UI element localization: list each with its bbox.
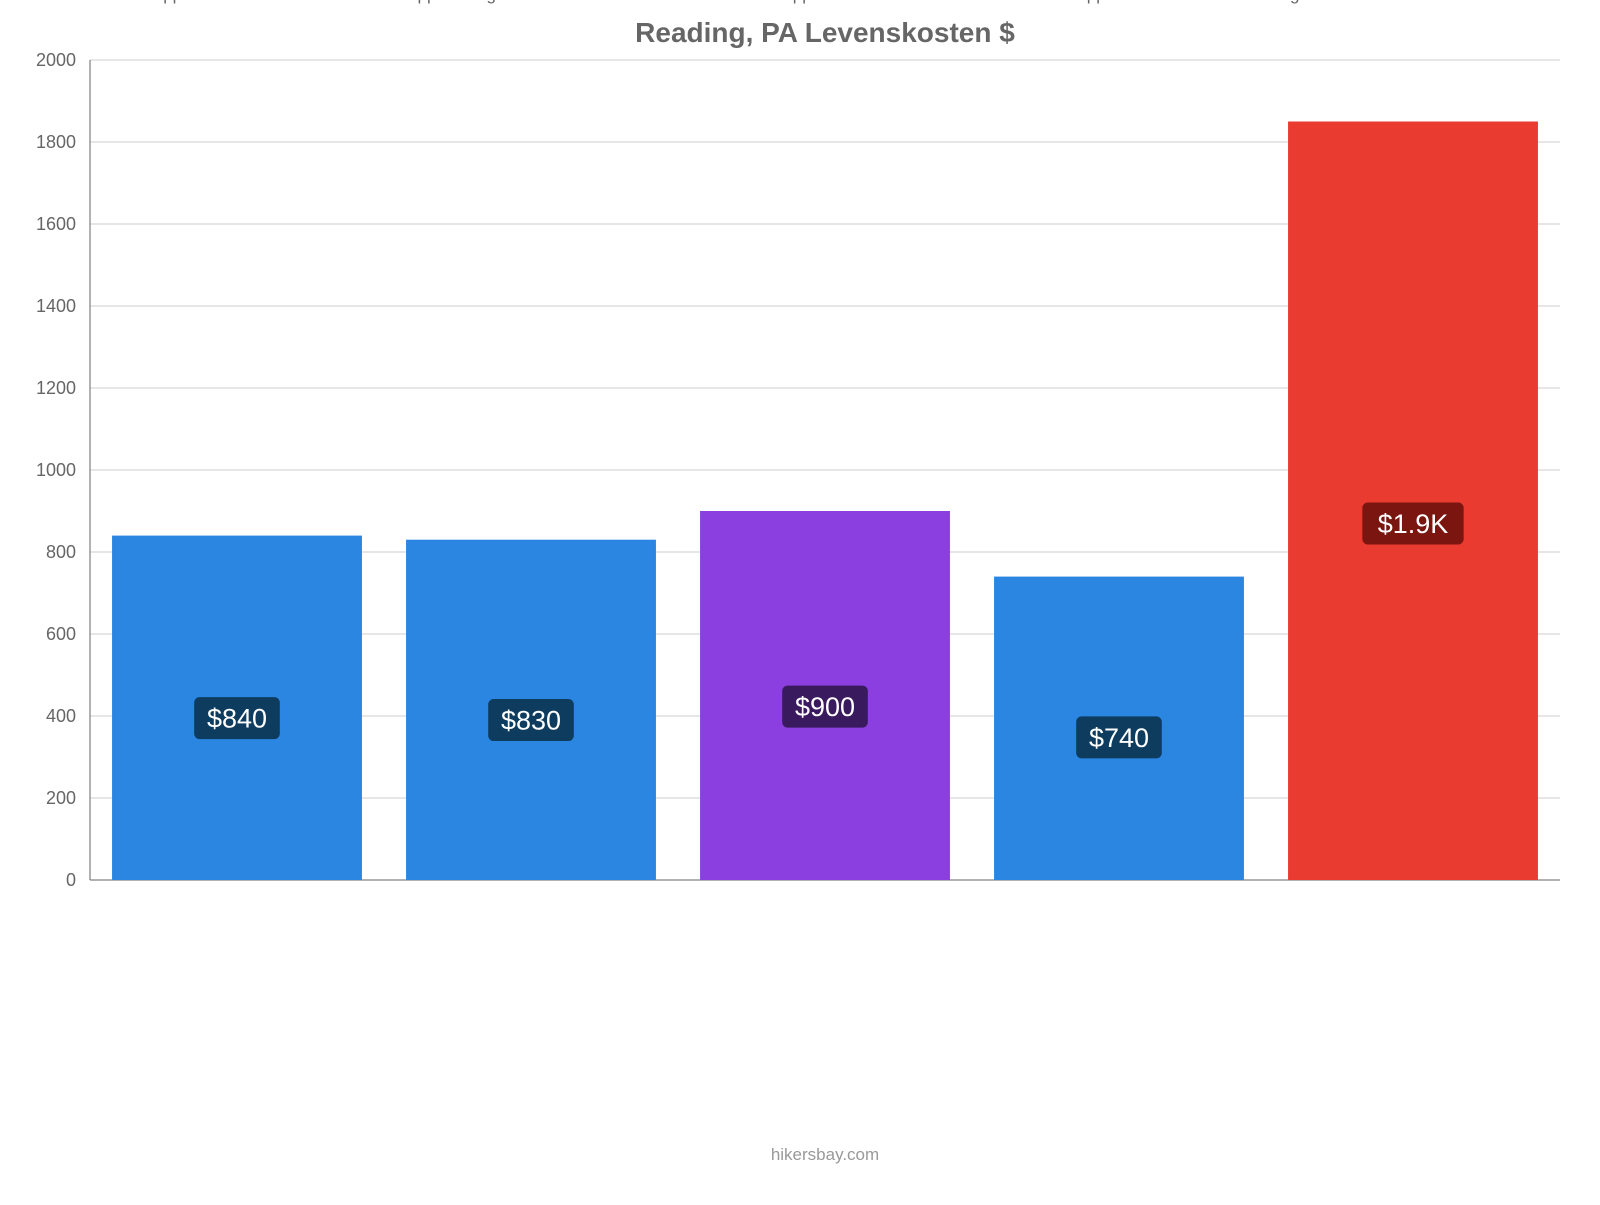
x-category-label: verdiensten bbox=[1290, 0, 1378, 4]
x-category-label: het centrum bbox=[408, 0, 498, 4]
y-tick-label: 1200 bbox=[36, 378, 76, 398]
value-label: $830 bbox=[501, 706, 561, 736]
y-tick-label: 400 bbox=[46, 706, 76, 726]
value-label: $740 bbox=[1089, 723, 1149, 753]
value-label: $900 bbox=[795, 692, 855, 722]
y-tick-label: 600 bbox=[46, 624, 76, 644]
bar bbox=[1288, 122, 1538, 881]
y-tick-label: 800 bbox=[46, 542, 76, 562]
x-category-label: het centrum bbox=[996, 0, 1086, 4]
value-label: $1.9K bbox=[1378, 509, 1449, 539]
value-label: $840 bbox=[207, 704, 267, 734]
y-tick-label: 1000 bbox=[36, 460, 76, 480]
cost-of-living-chart: 0 200 400 600 800 1000 1200 1400 1600 1800 2000 Rea… bbox=[0, 0, 1600, 1200]
footer-attribution: hikersbay.com bbox=[771, 1145, 879, 1164]
y-tick-label: 0 bbox=[66, 870, 76, 890]
y-tick-label: 200 bbox=[46, 788, 76, 808]
y-tick-label: 1800 bbox=[36, 132, 76, 152]
y-tick-label: 1400 bbox=[36, 296, 76, 316]
y-tick-label: 2000 bbox=[36, 50, 76, 70]
y-tick-label: 1600 bbox=[36, 214, 76, 234]
x-category-label: centrum bbox=[114, 0, 175, 4]
chart-title: Reading, PA Levenskosten $ bbox=[635, 17, 1015, 48]
x-category-label: in het centrum bbox=[702, 0, 810, 4]
